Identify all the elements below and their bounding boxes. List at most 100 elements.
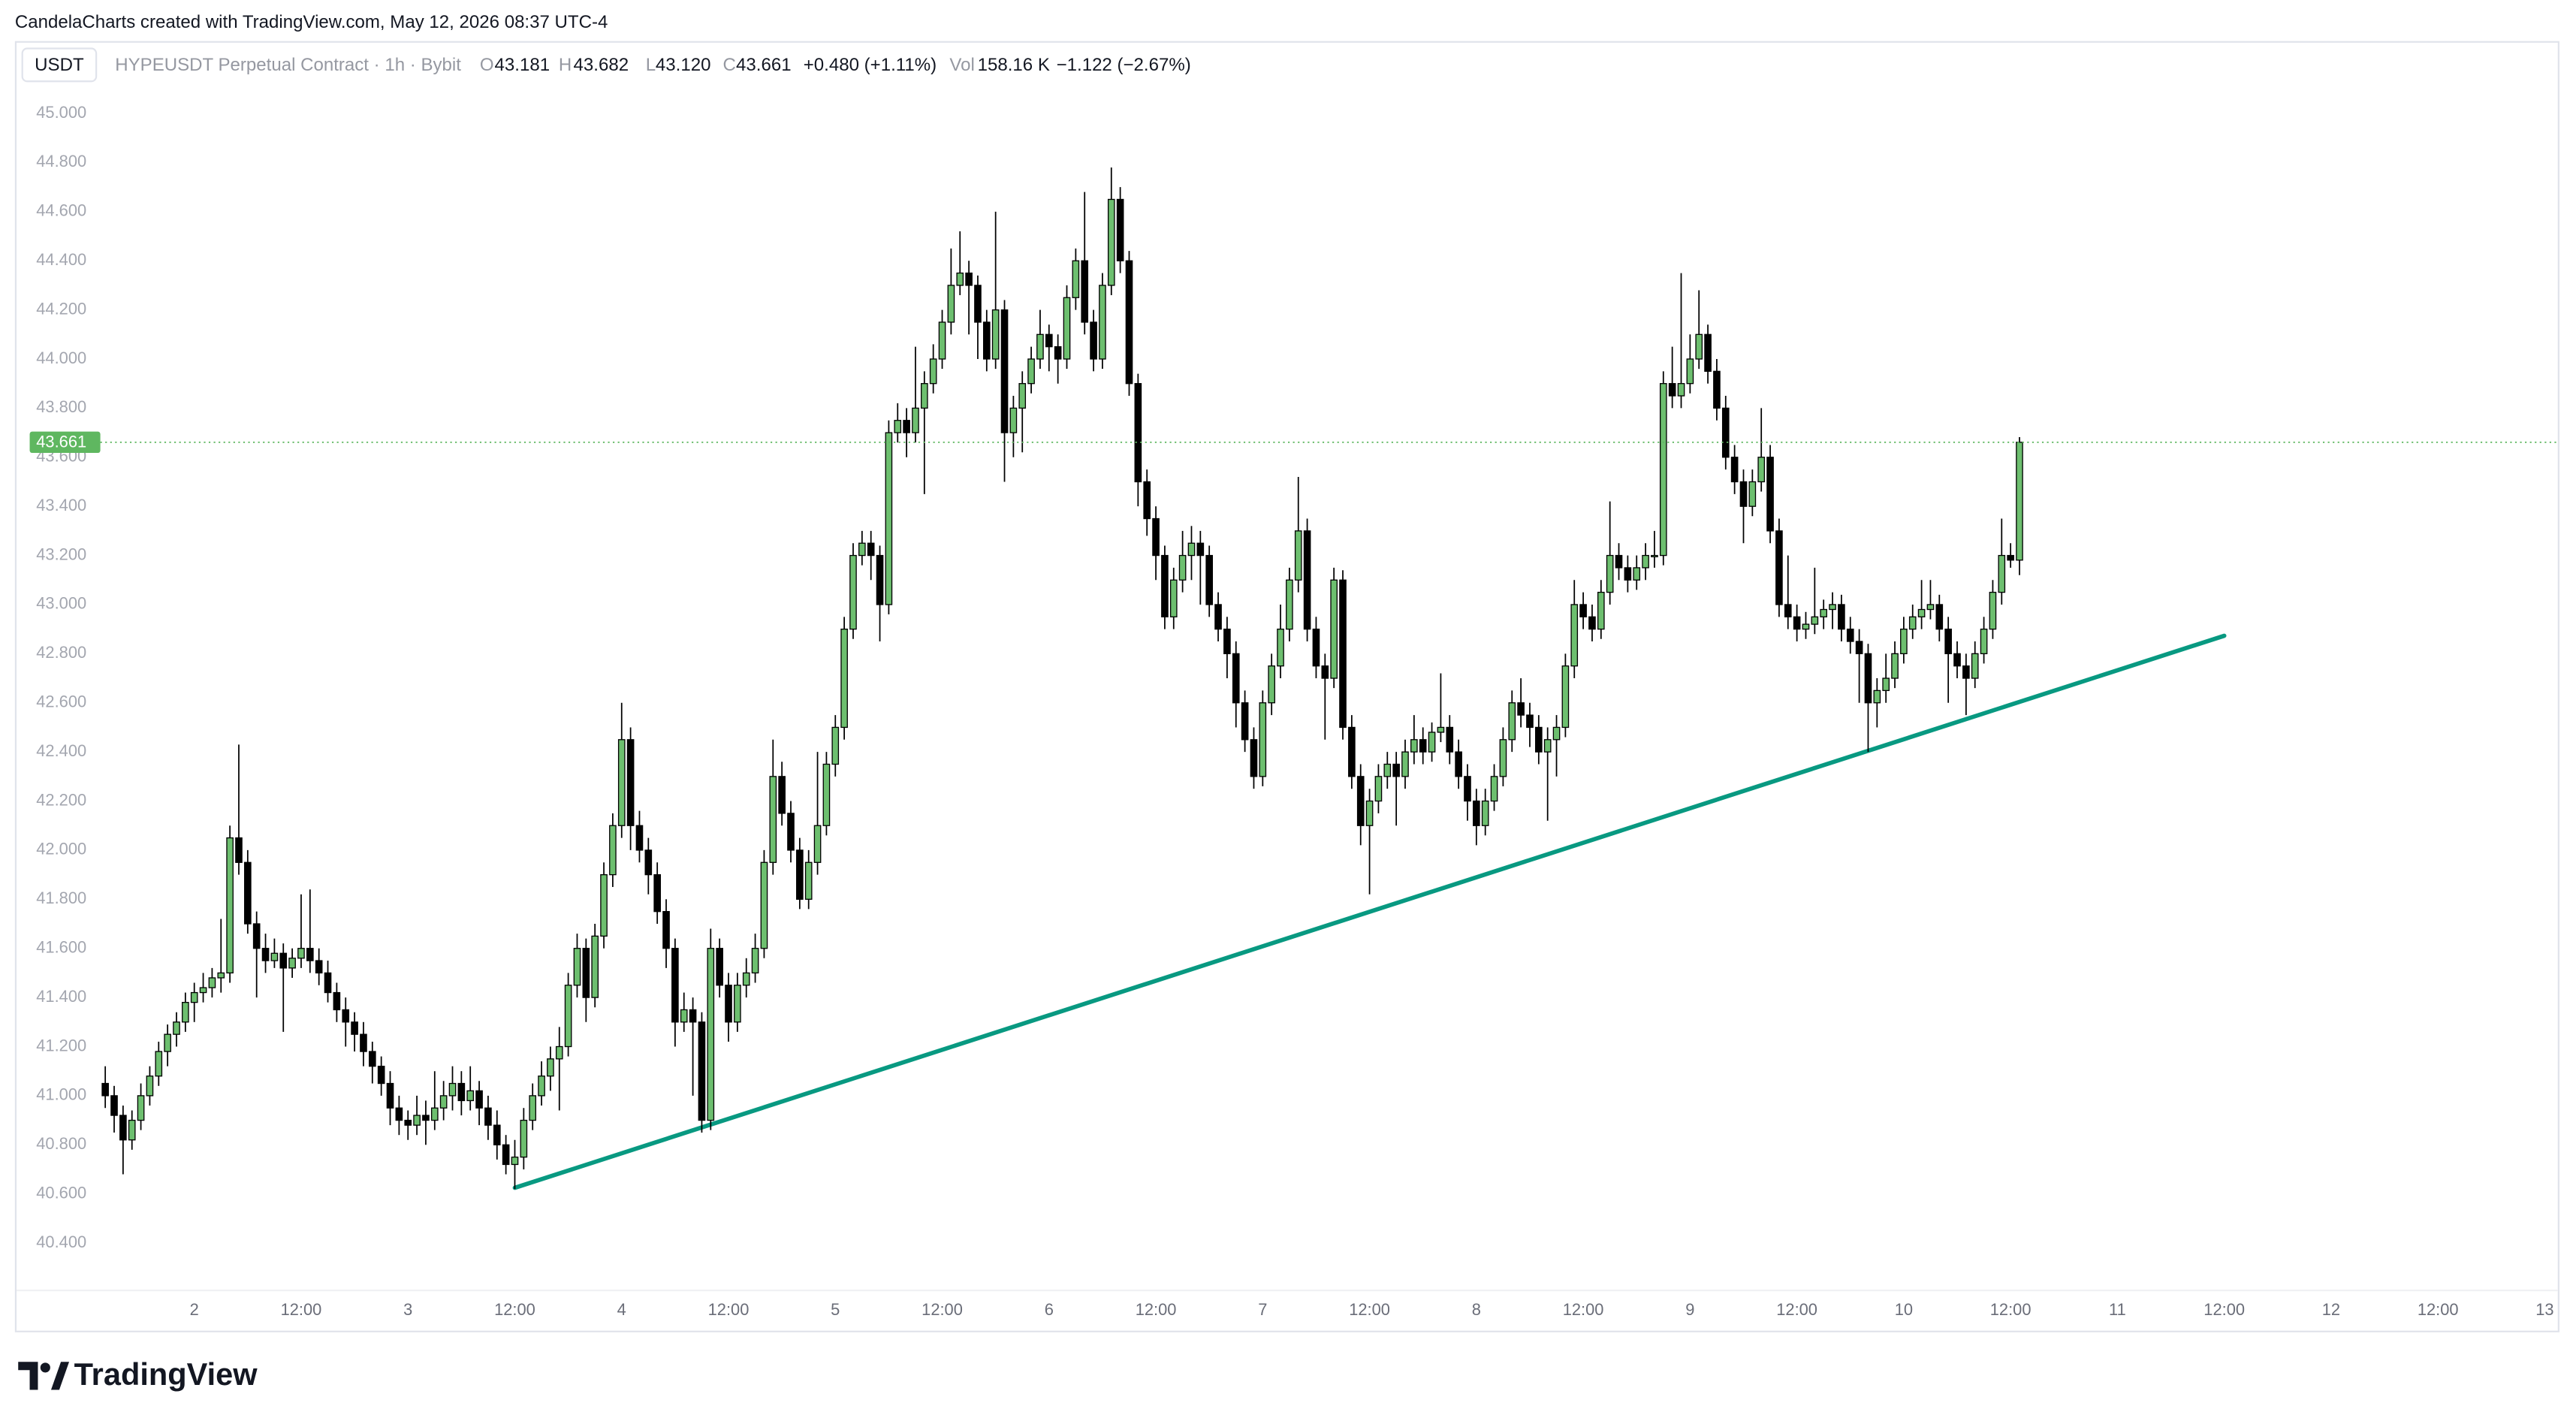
- candle-body: [1348, 726, 1356, 777]
- candle-body: [430, 1107, 439, 1121]
- candle-body: [1998, 554, 2006, 593]
- candle-body: [1481, 800, 1489, 826]
- candle-body: [1455, 751, 1462, 777]
- candle-body: [457, 1082, 466, 1102]
- candle-body: [466, 1090, 475, 1102]
- y-tick-label: 44.600: [36, 201, 86, 220]
- symbol-button-label[interactable]: USDT: [35, 55, 84, 75]
- candle-body: [1143, 481, 1151, 520]
- candle-body: [1250, 739, 1258, 777]
- candle-body: [324, 972, 332, 994]
- y-tick-label: 40.800: [36, 1134, 86, 1153]
- candle-body: [582, 948, 590, 998]
- candle-body: [1668, 383, 1676, 397]
- candle-body: [386, 1082, 394, 1109]
- ohlc-key: O: [480, 55, 494, 75]
- candle-body: [1739, 481, 1748, 507]
- candle-body: [858, 542, 866, 557]
- candle-body: [1054, 345, 1062, 360]
- candle-body: [822, 763, 831, 826]
- candle-body: [101, 1082, 109, 1097]
- candle-body: [1000, 309, 1009, 433]
- candle-body: [333, 991, 341, 1011]
- candle-body: [1721, 407, 1730, 458]
- y-tick-label: 41.200: [36, 1036, 86, 1054]
- candle-body: [297, 948, 305, 959]
- x-tick-label: 12:00: [1136, 1300, 1177, 1319]
- candle-body: [1446, 726, 1454, 753]
- candle-body: [938, 321, 946, 360]
- x-tick-label: 7: [1258, 1300, 1267, 1319]
- candle-body: [1286, 579, 1293, 630]
- y-tick-label: 41.600: [36, 937, 86, 956]
- candle-body: [1775, 530, 1783, 605]
- candle-body: [787, 813, 795, 851]
- instrument: HYPEUSDT Perpetual Contract · 1h · Bybit: [115, 55, 461, 75]
- x-tick-label: 12:00: [1563, 1300, 1604, 1319]
- candle-body: [208, 977, 216, 988]
- candle-body: [1134, 383, 1142, 483]
- candle-body: [395, 1107, 403, 1121]
- candle-body: [609, 825, 617, 876]
- candle-body: [644, 849, 653, 876]
- candle-body: [1944, 629, 1952, 655]
- candle-body: [2007, 554, 2014, 561]
- y-tick-label: 43.000: [36, 594, 86, 613]
- candle-body: [947, 285, 955, 323]
- ohlc-value: 43.120: [656, 55, 711, 75]
- trend-line: [512, 633, 2227, 1190]
- candles: [101, 167, 2023, 1190]
- candle-body: [849, 554, 857, 630]
- y-tick-label: 41.800: [36, 889, 86, 907]
- candle-body: [1339, 579, 1347, 729]
- candle-body: [1784, 604, 1792, 617]
- candle-body: [1633, 567, 1641, 581]
- candle-body: [1036, 333, 1044, 360]
- y-tick-label: 44.200: [36, 299, 86, 318]
- ohlc-key: L: [646, 55, 656, 75]
- candle-body: [1321, 665, 1329, 679]
- candle-body: [725, 985, 732, 1023]
- candle-body: [404, 1119, 412, 1126]
- x-tick-label: 3: [403, 1300, 412, 1319]
- candle-body: [921, 383, 928, 409]
- candle-body: [1730, 457, 1739, 483]
- candle-body: [689, 1009, 697, 1023]
- candle-body: [635, 825, 644, 851]
- candle-body: [1838, 604, 1845, 630]
- candle-body: [626, 739, 635, 826]
- candle-body: [1908, 616, 1917, 630]
- candle-body: [1962, 665, 1970, 679]
- candle-body: [680, 1009, 688, 1023]
- candle-body: [1864, 653, 1872, 704]
- candle-body: [1891, 653, 1899, 679]
- candle-body: [377, 1066, 385, 1085]
- candle-body: [760, 861, 768, 949]
- x-tick-label: 12:00: [2418, 1300, 2459, 1319]
- candle-body: [1597, 591, 1605, 630]
- x-tick-label: 12:00: [1349, 1300, 1390, 1319]
- y-tick-label: 44.000: [36, 348, 86, 367]
- candle-body: [894, 420, 902, 433]
- candle-body: [1820, 608, 1827, 617]
- candle-body: [422, 1115, 430, 1121]
- candle-body: [1178, 554, 1187, 581]
- candle-body: [1009, 407, 1018, 433]
- candle-body: [982, 321, 991, 360]
- symbol-button[interactable]: [21, 47, 98, 83]
- candle-body: [1882, 677, 1890, 692]
- candle-body: [974, 285, 982, 323]
- candle-body: [1588, 616, 1596, 630]
- candle-body: [137, 1095, 145, 1121]
- candle-body: [164, 1033, 171, 1052]
- candle-body: [1473, 800, 1480, 826]
- candle-body: [1811, 616, 1819, 625]
- candle-body: [1107, 198, 1115, 286]
- candle-body: [1392, 763, 1400, 777]
- candle-body: [778, 776, 786, 814]
- candle-body: [1330, 579, 1338, 679]
- candle-body: [351, 1021, 358, 1035]
- volume: 158.16 K: [978, 55, 1050, 75]
- candle-body: [502, 1144, 510, 1166]
